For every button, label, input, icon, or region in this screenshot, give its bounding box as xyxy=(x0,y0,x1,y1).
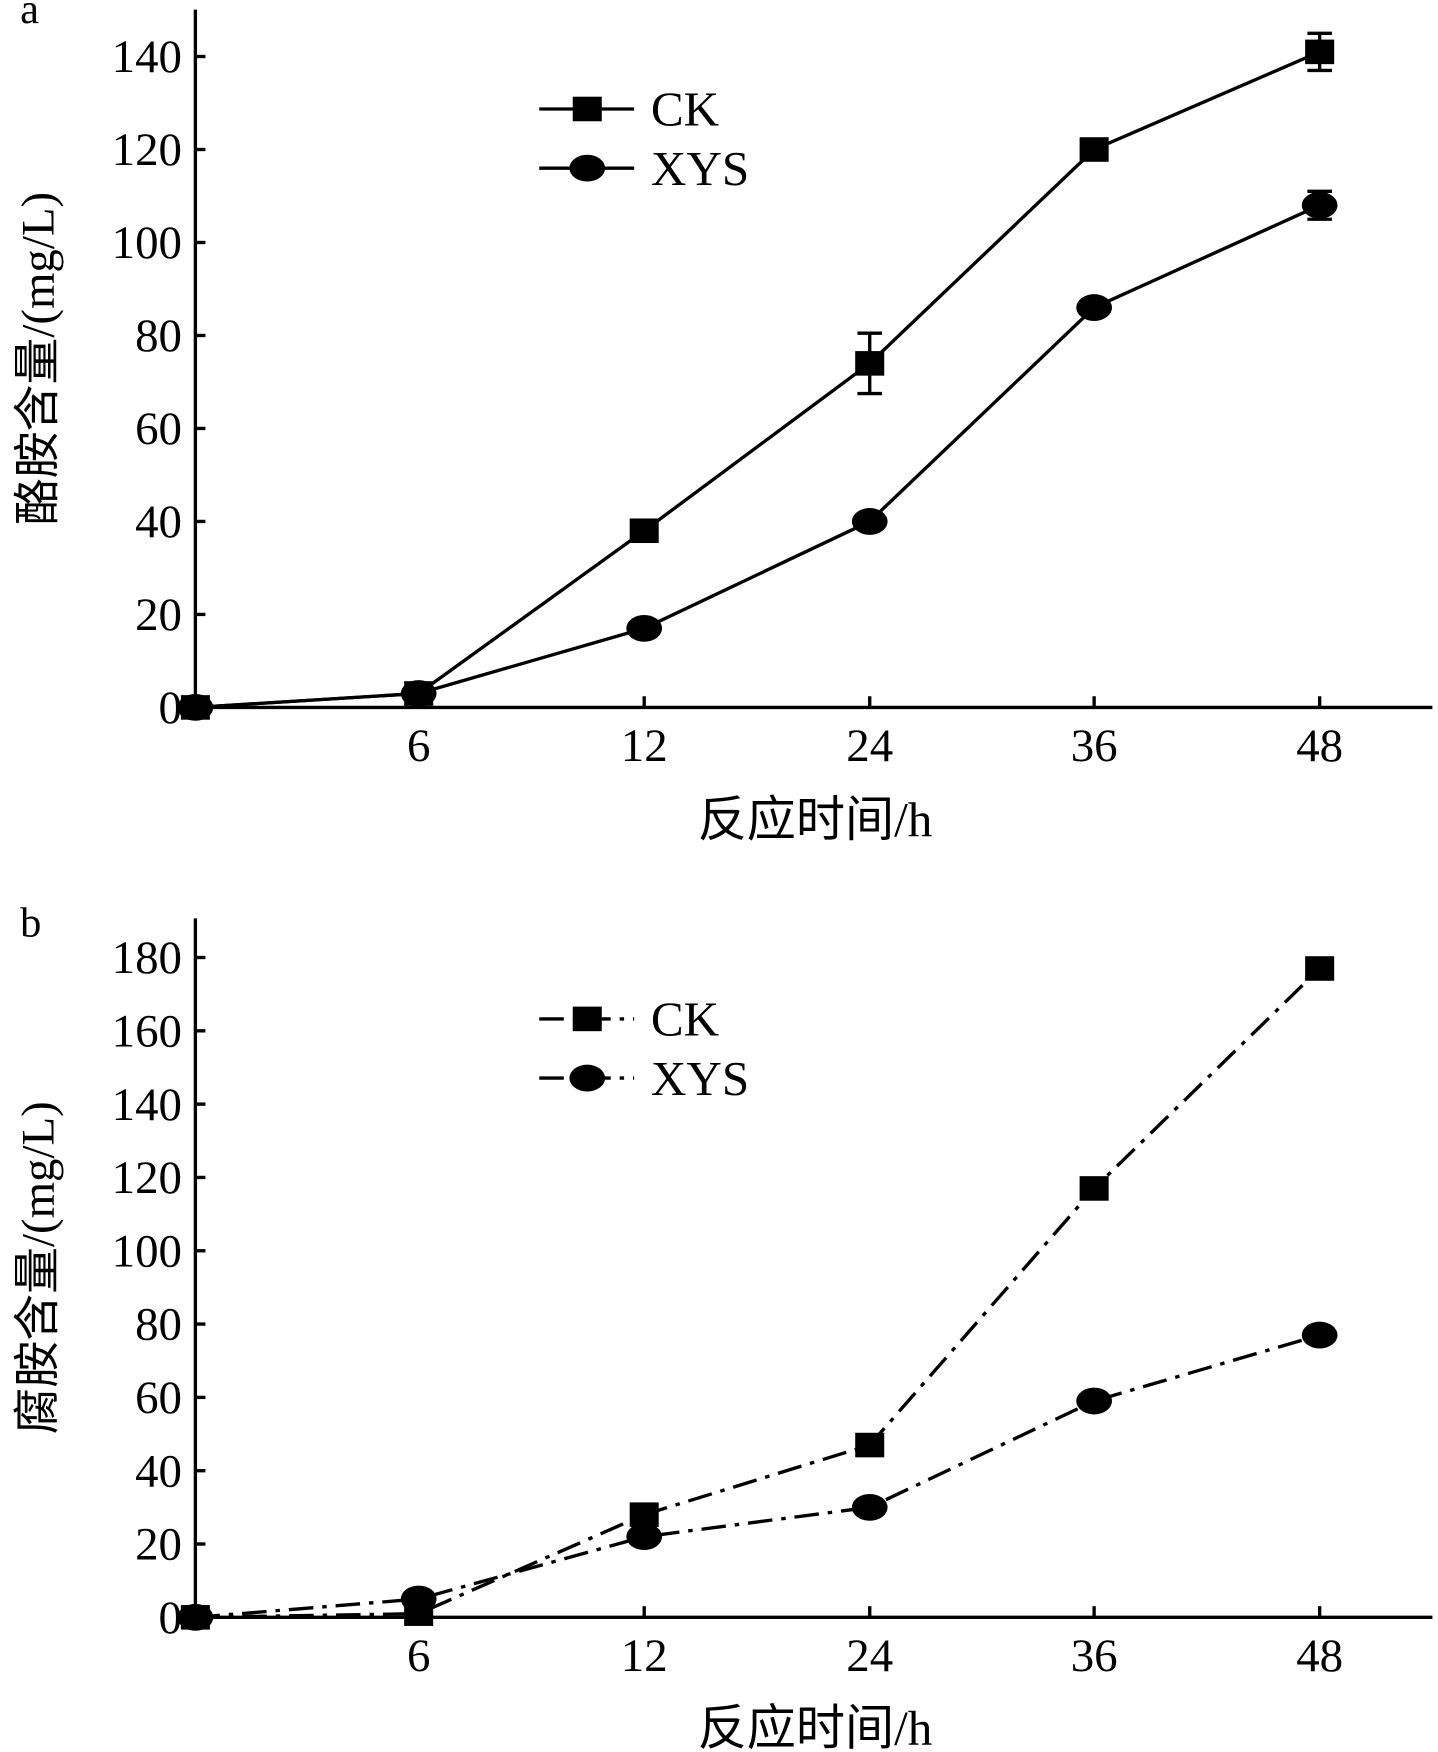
x-tick-label: 48 xyxy=(1296,720,1343,772)
data-point-circle xyxy=(400,1585,437,1613)
data-point-square xyxy=(629,518,659,544)
y-tick-label: 20 xyxy=(135,1519,182,1571)
series-line-ck xyxy=(195,50,1321,710)
legend-label: XYS xyxy=(651,1051,749,1106)
y-tick-label: 60 xyxy=(135,403,182,455)
x-tick-label: 36 xyxy=(1071,1630,1118,1682)
data-point-circle xyxy=(177,694,214,721)
data-point-circle xyxy=(400,680,437,707)
y-tick-label: 160 xyxy=(112,1005,182,1057)
data-point-circle xyxy=(1076,1387,1112,1415)
x-tick-label: 6 xyxy=(407,720,430,772)
data-point-circle xyxy=(626,614,663,642)
x-tick-label: 12 xyxy=(621,1630,668,1682)
x-tick-label: 24 xyxy=(846,1630,893,1682)
y-tick-label: 100 xyxy=(112,1225,182,1277)
legend-label: CK xyxy=(651,82,719,137)
legend-circle-icon xyxy=(569,1064,606,1092)
y-tick-label: 0 xyxy=(159,682,182,734)
y-tick-label: 140 xyxy=(112,31,182,83)
data-point-circle xyxy=(851,1493,888,1521)
data-point-square xyxy=(1305,39,1335,65)
legend-circle-icon xyxy=(569,154,606,182)
series-line-ck xyxy=(195,967,1321,1620)
y-tick-label: 120 xyxy=(112,124,182,176)
data-point-circle xyxy=(177,1603,214,1631)
data-point-square xyxy=(1079,1176,1109,1201)
panel-a: a 0 20 40 60 80 100 120 140 6 12 24 36 48 反应时间/h 酪胺含量/(… xyxy=(13,0,1433,847)
panel-b: b 0 20 40 60 80 100 120 140 160 180 6 12 24 36 48 反应时间/h… xyxy=(13,899,1433,1752)
x-tick-label: 36 xyxy=(1071,720,1118,772)
panel-label: b xyxy=(20,899,41,946)
legend-label: CK xyxy=(651,992,719,1047)
y-tick-label: 20 xyxy=(135,589,182,641)
y-tick-label: 120 xyxy=(112,1152,182,1204)
series-line-xys xyxy=(195,203,1321,710)
data-point-square xyxy=(1305,956,1335,981)
y-tick-label: 180 xyxy=(112,932,182,984)
data-point-circle xyxy=(1301,1321,1338,1349)
legend-label: XYS xyxy=(651,141,749,196)
y-tick-label: 40 xyxy=(135,496,182,548)
data-point-square xyxy=(629,1502,659,1527)
x-tick-label: 24 xyxy=(846,720,893,772)
y-tick-label: 40 xyxy=(135,1445,182,1497)
y-tick-label: 80 xyxy=(135,1299,182,1351)
data-point-square xyxy=(855,1432,885,1458)
data-point-circle xyxy=(851,508,888,535)
legend-square-icon xyxy=(572,1006,602,1032)
y-tick-label: 100 xyxy=(112,217,182,269)
data-point-square xyxy=(855,351,885,376)
data-point-circle xyxy=(1076,294,1112,321)
data-point-square xyxy=(1079,137,1109,162)
y-axis-label: 腐胺含量/(mg/L) xyxy=(13,1101,65,1434)
series-line-xys xyxy=(195,1333,1321,1619)
x-tick-label: 12 xyxy=(621,720,668,772)
y-tick-label: 0 xyxy=(159,1592,182,1644)
x-axis-label: 反应时间/h xyxy=(698,792,933,847)
data-point-circle xyxy=(626,1523,663,1551)
x-tick-label: 6 xyxy=(407,1630,430,1682)
x-axis-label: 反应时间/h xyxy=(698,1701,933,1752)
y-tick-label: 80 xyxy=(135,310,182,362)
y-axis-label: 酪胺含量/(mg/L) xyxy=(13,192,65,525)
y-tick-label: 60 xyxy=(135,1372,182,1424)
legend-square-icon xyxy=(572,96,602,122)
data-point-circle xyxy=(1301,191,1338,219)
panel-label: a xyxy=(20,0,39,33)
x-tick-label: 48 xyxy=(1296,1630,1343,1682)
y-tick-label: 140 xyxy=(112,1079,182,1131)
